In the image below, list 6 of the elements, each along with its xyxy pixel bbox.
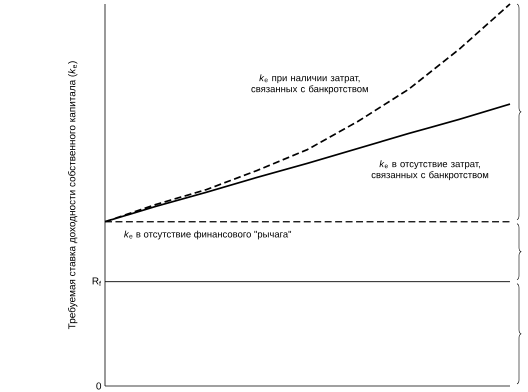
ref-line-label: R$_{f}$	[92, 277, 101, 286]
y-axis-title: Требуемая ставка доходности собственного капитала (k$_{e}$)	[68, 61, 78, 330]
series-label: k$_{e}$ при наличии затрат, связанных с банкротством	[251, 74, 368, 94]
series-label: k$_{e}$ в отсутствие затрат, связанных с банкротством	[372, 160, 488, 180]
series-label: k$_{e}$ в отсутствие финансового "рычага"	[124, 230, 292, 240]
text: 0	[96, 382, 102, 390]
